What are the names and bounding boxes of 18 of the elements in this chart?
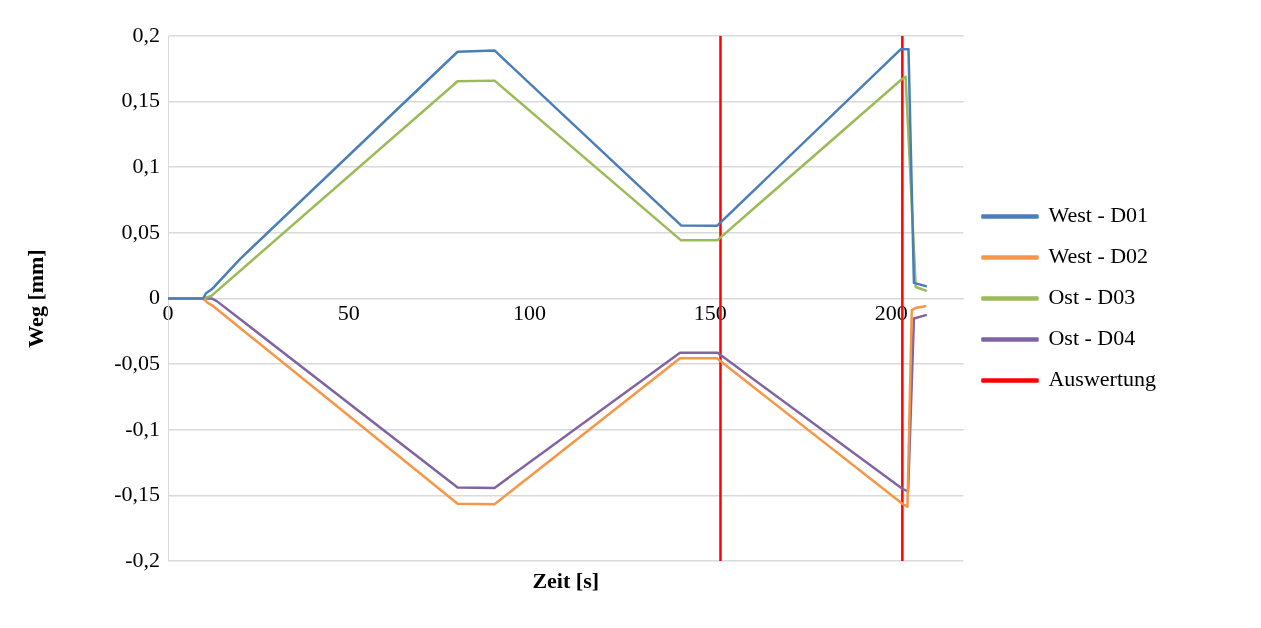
y-tick-label: 0,1 [132,153,160,179]
legend-label: Ost - D04 [1048,325,1136,351]
y-tick-label: 0 [149,284,160,310]
y-tick-label: -0,2 [125,546,160,572]
x-axis-title: Zeit [s] [532,567,600,593]
legend-label: Auswertung [1048,366,1157,392]
legend-label: West - D01 [1048,202,1149,228]
y-axis-title: Weg [mm] [22,249,48,348]
y-tick-label: -0,15 [114,481,160,507]
legend-label: Ost - D03 [1048,284,1136,310]
y-tick-label: 0,2 [132,21,160,47]
y-tick-label: 0,05 [121,218,160,244]
legend-label: West - D02 [1048,243,1149,269]
x-tick-label: 50 [337,300,360,326]
x-tick-label: 100 [513,300,547,326]
y-tick-label: -0,1 [125,415,160,441]
y-tick-label: -0,05 [114,349,160,375]
y-tick-label: 0,15 [121,87,160,113]
